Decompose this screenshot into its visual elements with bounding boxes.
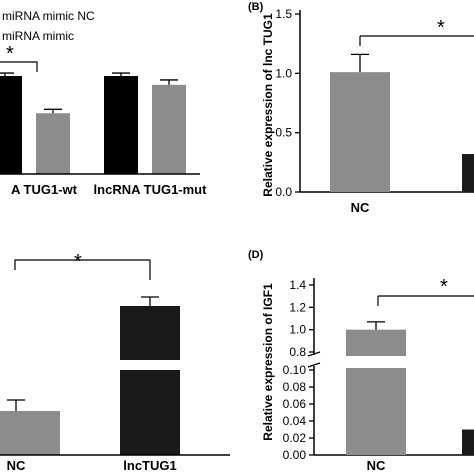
category-label-wt: A TUG1-wt (11, 182, 78, 197)
significance-bracket-c (14, 259, 151, 280)
bar-a-1-0 (104, 76, 138, 174)
panel-label-d: (D) (248, 249, 264, 261)
panel-d: (D) Relative expression of IGF1 0.00 0.02… (248, 249, 474, 473)
tick-label-b-2: 1.0 (275, 66, 292, 80)
tick-label-d-low-0: 0.00 (283, 448, 307, 462)
bars-a (0, 72, 186, 174)
tick-label-d-high-0: 0.8 (289, 345, 306, 359)
category-label-d-nc: NC (367, 458, 386, 473)
axis-break-mark-d-1 (307, 351, 321, 357)
legend-label-mimic: miRNA mimic (2, 29, 74, 43)
bar-b-1 (462, 154, 474, 192)
tick-label-d-low-1: 0.02 (283, 431, 307, 445)
category-label-c-lnctug1: lncTUG1 (123, 458, 176, 473)
category-label-b-nc: NC (351, 200, 370, 215)
bars-d (346, 321, 474, 455)
significance-star-d: * (440, 276, 448, 298)
tick-label-d-low-4: 0.08 (283, 380, 307, 394)
ticks-d: 0.00 0.02 0.04 0.06 0.08 0.10 0.8 1.0 1.2 1.4 (283, 278, 314, 462)
significance-star-b: * (437, 17, 445, 39)
bar-c-0 (0, 411, 60, 455)
tick-label-d-high-1: 1.0 (289, 323, 306, 337)
tick-label-d-high-2: 1.2 (289, 300, 306, 314)
legend-label-mimic-nc: miRNA mimic NC (2, 9, 95, 23)
tick-label-d-low-5: 0.10 (283, 363, 307, 377)
significance-star-a: * (6, 43, 14, 65)
tick-label-d-low-3: 0.06 (283, 397, 307, 411)
bar-b-0 (330, 72, 390, 192)
bars-b (330, 53, 474, 192)
tick-label-b-3: 1.5 (275, 7, 292, 21)
axis-break-mark-d-2 (307, 362, 321, 368)
tick-label-d-high-3: 1.4 (289, 278, 306, 292)
panel-a: miRNA mimic NC miRNA mimic * A TUG1-wt l… (0, 9, 207, 197)
y-axis-label-d: Relative expression of IGF1 (261, 283, 275, 441)
panel-b: (B) Relative expression of lnc TUG1 0.00… (248, 1, 474, 215)
tick-label-b-0: 0.0 (275, 185, 292, 199)
significance-bracket-a (0, 61, 38, 72)
bar-d-0-upper (346, 329, 406, 356)
category-label-c-nc: NC (7, 458, 26, 473)
bar-a-0-0 (0, 76, 22, 174)
ticks-b: 0.0 0.5 1.0 1.5 (275, 7, 300, 199)
bar-d-0-lower (346, 368, 406, 455)
panel-c: * NC lncTUG1 (0, 251, 230, 473)
tick-label-d-low-2: 0.04 (283, 414, 307, 428)
bar-a-1-1 (152, 84, 186, 174)
tick-label-b-1: 0.5 (275, 126, 292, 140)
y-axis-label-b: Relative expression of lnc TUG1 (261, 13, 275, 197)
category-label-mut: lncRNA TUG1-mut (94, 182, 208, 197)
bars-c (0, 296, 180, 455)
significance-star-c: * (74, 251, 82, 273)
bar-a-0-1 (36, 113, 70, 174)
bar-c-1-lower (120, 370, 180, 455)
panel-label-b: (B) (248, 1, 264, 13)
bar-c-1-upper (120, 306, 180, 360)
bar-d-1 (462, 429, 474, 455)
